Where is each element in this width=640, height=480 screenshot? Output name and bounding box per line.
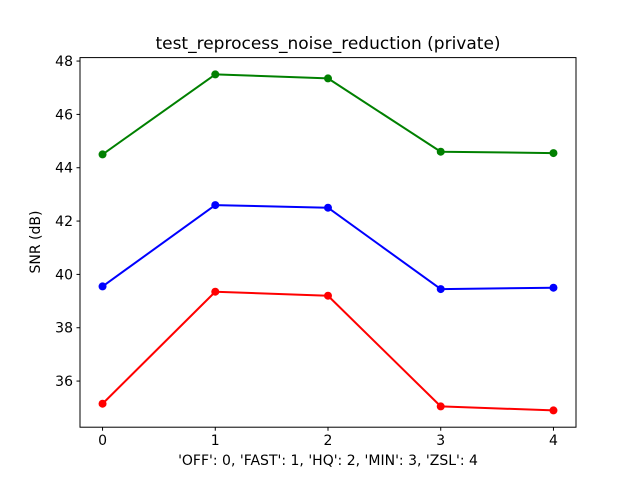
x-axis-label: 'OFF': 0, 'FAST': 1, 'HQ': 2, 'MIN': 3, … [178, 453, 478, 469]
series-marker-green-series [436, 147, 445, 156]
x-tick-label: 4 [549, 433, 558, 449]
series-marker-red-series [436, 402, 445, 411]
series-line-blue-series [101, 204, 554, 291]
axes-frame [79, 57, 577, 428]
series-marker-blue-series [211, 201, 220, 210]
y-tick-label: 42 [55, 214, 73, 230]
series-marker-red-series [324, 291, 332, 300]
x-tick-label: 1 [211, 433, 220, 449]
x-tick-label: 0 [98, 433, 107, 449]
y-tick-label: 38 [55, 321, 73, 337]
series-marker-green-series [98, 150, 107, 159]
series-marker-green-series [211, 70, 220, 79]
series-line-green-series [101, 73, 554, 156]
x-tick-label: 2 [324, 433, 333, 449]
y-tick-label: 44 [55, 161, 73, 177]
series-marker-blue-series [98, 282, 107, 291]
series-marker-green-series [324, 74, 332, 83]
x-tick-label: 3 [436, 433, 445, 449]
series-marker-blue-series [324, 203, 332, 212]
series-marker-green-series [549, 149, 558, 158]
series-line-red-series [101, 290, 554, 412]
y-tick-label: 48 [55, 54, 73, 70]
series-marker-blue-series [436, 285, 445, 294]
series-marker-red-series [549, 406, 558, 415]
series-marker-blue-series [549, 283, 558, 292]
chart-title: test_reprocess_noise_reduction (private) [155, 34, 501, 54]
y-tick-label: 36 [55, 374, 73, 390]
y-tick-label: 40 [55, 267, 73, 283]
series-marker-red-series [98, 399, 107, 408]
y-tick-label: 46 [55, 107, 73, 123]
series-marker-red-series [211, 287, 220, 296]
